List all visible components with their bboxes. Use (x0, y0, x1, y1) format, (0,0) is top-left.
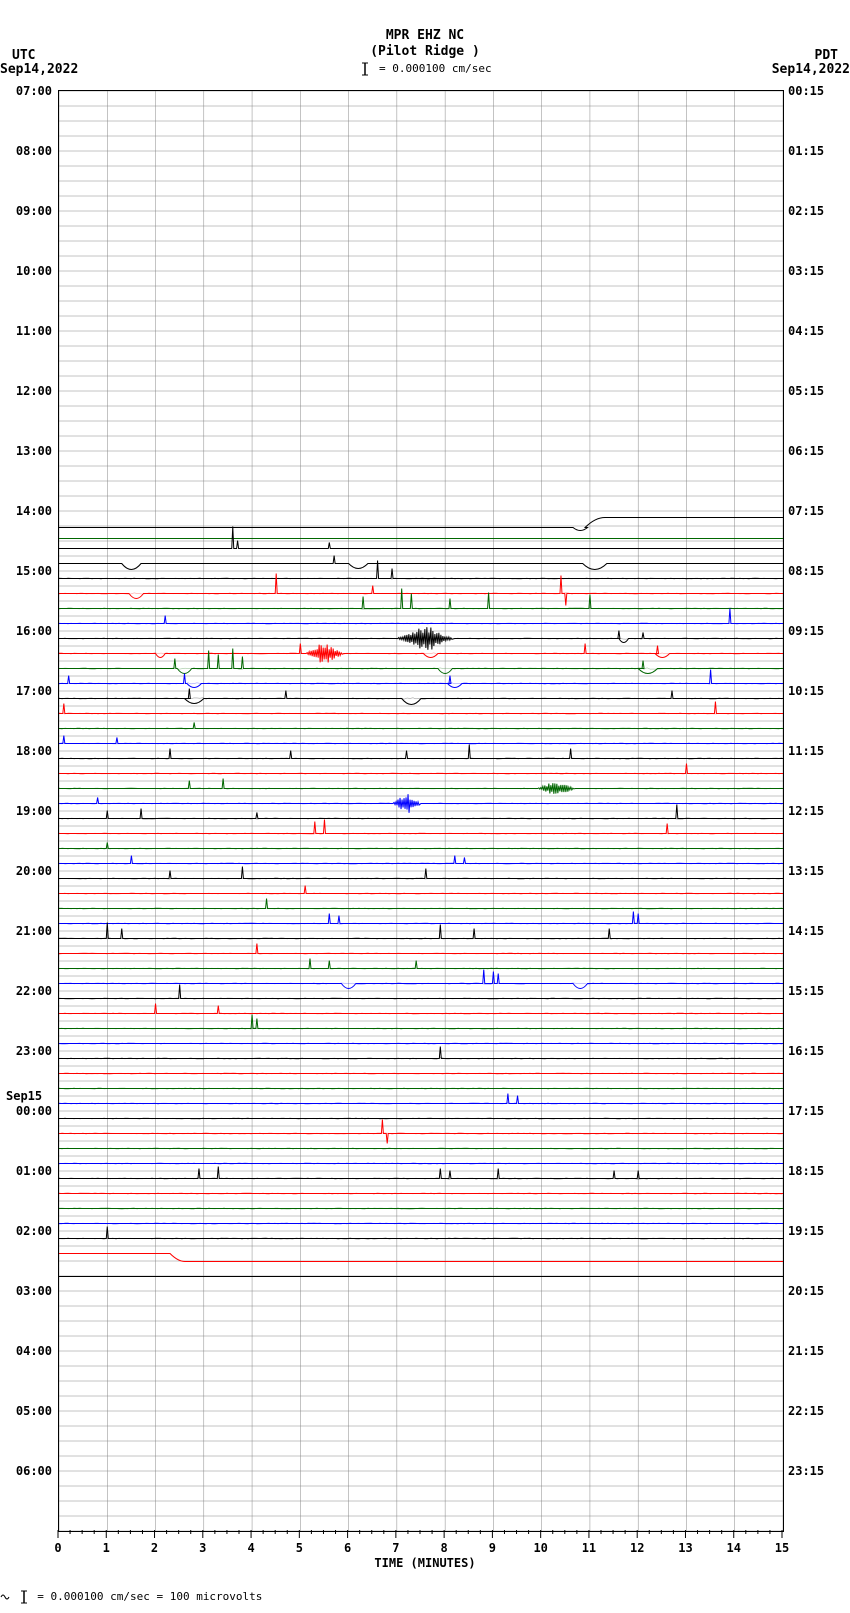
x-axis-label: TIME (MINUTES) (0, 1556, 850, 1570)
utc-time-label: 16:00 (2, 624, 52, 638)
pdt-time-label: 23:15 (788, 1464, 848, 1478)
pdt-time-label: 11:15 (788, 744, 848, 758)
utc-time-label: 01:00 (2, 1164, 52, 1178)
pdt-time-label: 16:15 (788, 1044, 848, 1058)
utc-time-label: 05:00 (2, 1404, 52, 1418)
svg-text:14: 14 (727, 1541, 741, 1555)
station-code: MPR EHZ NC (0, 28, 850, 43)
timezone-left: UTC (12, 48, 35, 63)
svg-text:10: 10 (533, 1541, 547, 1555)
pdt-time-label: 03:15 (788, 264, 848, 278)
utc-time-label: 02:00 (2, 1224, 52, 1238)
pdt-time-label: 05:15 (788, 384, 848, 398)
pdt-time-label: 19:15 (788, 1224, 848, 1238)
utc-time-label: 12:00 (2, 384, 52, 398)
utc-time-label: 17:00 (2, 684, 52, 698)
pdt-time-label: 04:15 (788, 324, 848, 338)
utc-time-label: 06:00 (2, 1464, 52, 1478)
utc-time-label: 21:00 (2, 924, 52, 938)
pdt-time-label: 02:15 (788, 204, 848, 218)
footer-scale: = 0.000100 cm/sec = 100 microvolts (0, 1590, 262, 1604)
pdt-time-label: 15:15 (788, 984, 848, 998)
utc-time-label: 20:00 (2, 864, 52, 878)
utc-time-label: 08:00 (2, 144, 52, 158)
svg-text:9: 9 (489, 1541, 496, 1555)
pdt-time-label: 18:15 (788, 1164, 848, 1178)
svg-text:15: 15 (775, 1541, 789, 1555)
seismogram-plot (58, 90, 784, 1532)
pdt-time-label: 06:15 (788, 444, 848, 458)
pdt-time-label: 09:15 (788, 624, 848, 638)
utc-time-label: 00:00 (2, 1104, 52, 1118)
pdt-time-label: 00:15 (788, 84, 848, 98)
svg-text:7: 7 (392, 1541, 399, 1555)
date-left: Sep14,2022 (0, 62, 78, 77)
pdt-time-label: 17:15 (788, 1104, 848, 1118)
utc-time-label: 11:00 (2, 324, 52, 338)
pdt-time-label: 10:15 (788, 684, 848, 698)
svg-text:3: 3 (199, 1541, 206, 1555)
svg-text:8: 8 (441, 1541, 448, 1555)
pdt-time-label: 20:15 (788, 1284, 848, 1298)
pdt-time-label: 07:15 (788, 504, 848, 518)
utc-time-label: 13:00 (2, 444, 52, 458)
utc-time-label: 23:00 (2, 1044, 52, 1058)
svg-text:5: 5 (296, 1541, 303, 1555)
utc-time-label: 04:00 (2, 1344, 52, 1358)
pdt-time-label: 08:15 (788, 564, 848, 578)
utc-time-label: 22:00 (2, 984, 52, 998)
station-location: (Pilot Ridge ) (0, 44, 850, 59)
svg-text:2: 2 (151, 1541, 158, 1555)
pdt-time-label: 14:15 (788, 924, 848, 938)
utc-time-label: 03:00 (2, 1284, 52, 1298)
utc-time-label: 09:00 (2, 204, 52, 218)
pdt-time-label: 22:15 (788, 1404, 848, 1418)
svg-text:6: 6 (344, 1541, 351, 1555)
svg-text:0: 0 (54, 1541, 61, 1555)
svg-text:4: 4 (247, 1541, 254, 1555)
pdt-time-label: 12:15 (788, 804, 848, 818)
date-right: Sep14,2022 (772, 62, 850, 77)
timezone-right: PDT (815, 48, 838, 63)
pdt-time-label: 21:15 (788, 1344, 848, 1358)
svg-text:11: 11 (582, 1541, 596, 1555)
svg-text:13: 13 (678, 1541, 692, 1555)
scale-indicator: = 0.000100 cm/sec (0, 62, 850, 76)
utc-time-label: 07:00 (2, 84, 52, 98)
utc-time-label: 15:00 (2, 564, 52, 578)
pdt-time-label: 01:15 (788, 144, 848, 158)
seismogram-container: MPR EHZ NC (Pilot Ridge ) = 0.000100 cm/… (0, 0, 850, 1613)
pdt-time-label: 13:15 (788, 864, 848, 878)
utc-time-label: 18:00 (2, 744, 52, 758)
utc-time-label: 10:00 (2, 264, 52, 278)
svg-text:1: 1 (103, 1541, 110, 1555)
utc-time-label: 14:00 (2, 504, 52, 518)
day-marker: Sep15 (6, 1089, 42, 1103)
svg-text:12: 12 (630, 1541, 644, 1555)
utc-time-label: 19:00 (2, 804, 52, 818)
